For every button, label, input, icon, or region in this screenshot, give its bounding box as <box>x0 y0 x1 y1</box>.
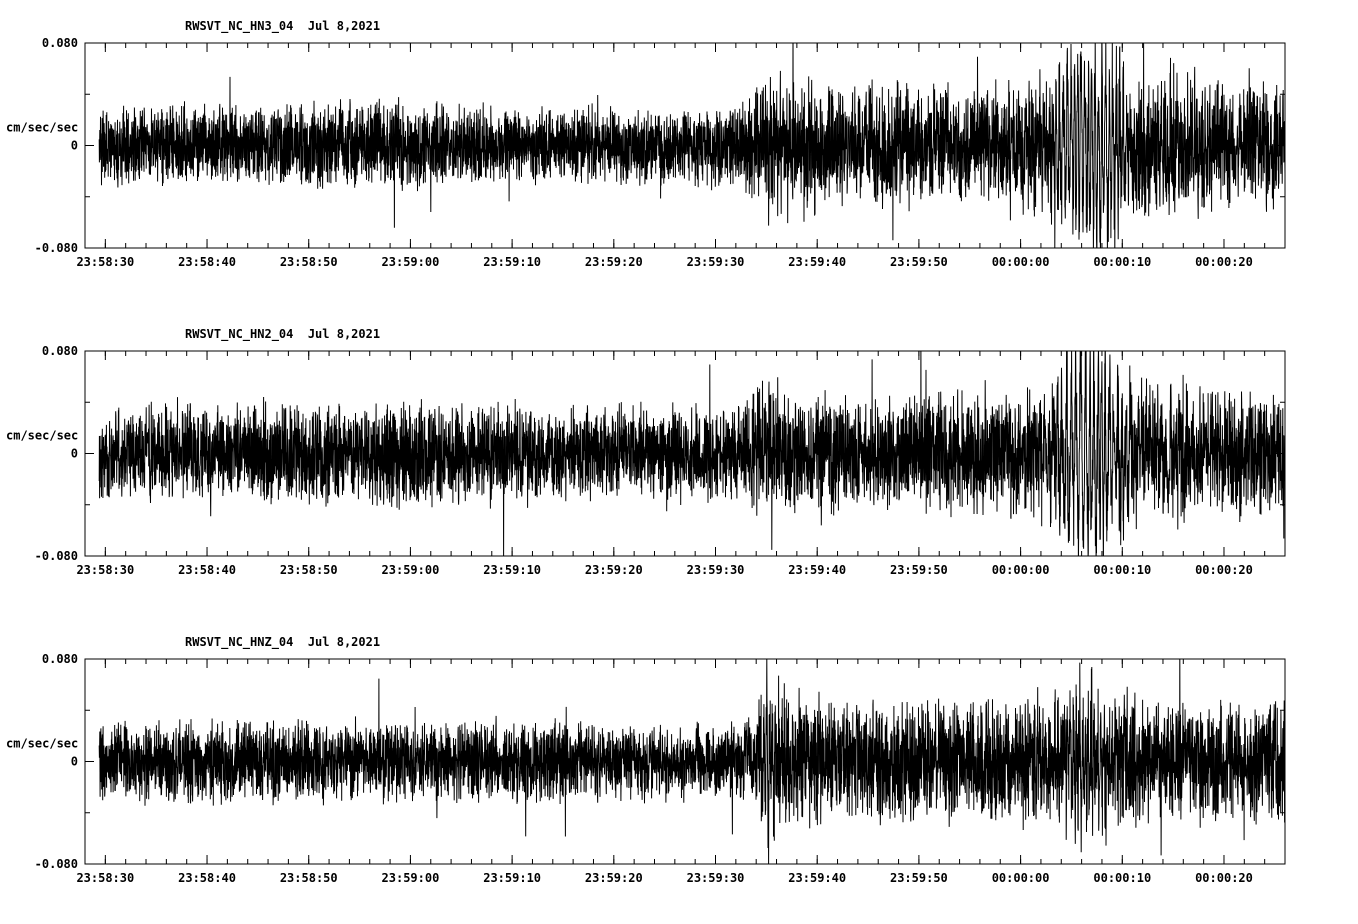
x-tick-label: 23:59:00 <box>382 563 440 577</box>
x-tick-label: 00:00:00 <box>992 255 1050 269</box>
x-tick-label: 23:59:00 <box>382 255 440 269</box>
x-tick-label: 23:58:50 <box>280 255 338 269</box>
trace-title-hn3: RWSVT_NC_HN3_04 Jul 8,2021 <box>185 19 380 34</box>
y-tick-label: 0.080 <box>42 36 78 50</box>
x-tick-label: 00:00:20 <box>1195 255 1253 269</box>
x-tick-label: 23:59:50 <box>890 871 948 885</box>
x-tick-label: 00:00:20 <box>1195 563 1253 577</box>
x-tick-label: 23:58:40 <box>178 871 236 885</box>
axes-hn3: 23:58:30 23:58:40 23:58:50 23:59:00 23:59:10… <box>6 36 1286 269</box>
x-tick-label: 23:59:00 <box>382 871 440 885</box>
x-tick-label: 23:58:50 <box>280 871 338 885</box>
x-tick-label: 23:59:10 <box>483 255 541 269</box>
seismogram-panel-hn3: RWSVT_NC_HN3_04 Jul 8,2021 23:58:30 23:58… <box>6 19 1286 269</box>
y-tick-label: -0.080 <box>35 857 78 871</box>
x-tick-label: 23:59:30 <box>687 255 745 269</box>
x-tick-label: 23:58:30 <box>76 255 134 269</box>
x-tick-label: 23:59:30 <box>687 871 745 885</box>
waveform-trace-hn2 <box>98 351 1285 556</box>
y-tick-label: 0.080 <box>42 652 78 666</box>
x-tick-label: 23:59:50 <box>890 563 948 577</box>
x-tick-label: 23:59:40 <box>788 563 846 577</box>
x-tick-label: 23:59:40 <box>788 871 846 885</box>
x-tick-label: 00:00:10 <box>1093 871 1151 885</box>
x-tick-label: 23:59:20 <box>585 563 643 577</box>
x-tick-label: 23:59:10 <box>483 563 541 577</box>
x-tick-label: 23:58:40 <box>178 563 236 577</box>
x-tick-label: 23:59:30 <box>687 563 745 577</box>
y-tick-label: 0 <box>71 755 78 769</box>
waveform-trace-hnz <box>98 659 1285 864</box>
y-axis-unit-label: cm/sec/sec <box>6 429 78 443</box>
y-tick-label: -0.080 <box>35 549 78 563</box>
seismic-waveform <box>98 659 1285 864</box>
y-axis-unit-label: cm/sec/sec <box>6 121 78 135</box>
x-tick-label: 00:00:00 <box>992 563 1050 577</box>
x-tick-label: 23:58:50 <box>280 563 338 577</box>
x-tick-label: 23:59:20 <box>585 871 643 885</box>
x-tick-label: 00:00:20 <box>1195 871 1253 885</box>
trace-title-hn2: RWSVT_NC_HN2_04 Jul 8,2021 <box>185 327 380 342</box>
seismogram-panel-hnz: RWSVT_NC_HNZ_04 Jul 8,2021 23:58:30 23:58… <box>6 635 1286 885</box>
trace-title-hnz: RWSVT_NC_HNZ_04 Jul 8,2021 <box>185 635 380 650</box>
waveform-trace-hn3 <box>98 43 1285 248</box>
seismic-waveform <box>98 43 1285 248</box>
y-tick-label: -0.080 <box>35 241 78 255</box>
x-tick-label: 23:58:30 <box>76 563 134 577</box>
axes-hn2: 23:58:30 23:58:40 23:58:50 23:59:00 23:59:10… <box>6 344 1286 577</box>
seismogram-panel-hn2: RWSVT_NC_HN2_04 Jul 8,2021 23:58:30 23:58… <box>6 327 1286 577</box>
y-tick-label: 0.080 <box>42 344 78 358</box>
y-axis-unit-label: cm/sec/sec <box>6 737 78 751</box>
y-tick-label: 0 <box>71 447 78 461</box>
x-tick-label: 23:59:50 <box>890 255 948 269</box>
x-tick-label: 00:00:00 <box>992 871 1050 885</box>
x-tick-label: 23:59:10 <box>483 871 541 885</box>
x-tick-label: 23:58:30 <box>76 871 134 885</box>
x-tick-label: 00:00:10 <box>1093 563 1151 577</box>
axes-hnz: 23:58:30 23:58:40 23:58:50 23:59:00 23:59:10… <box>6 652 1286 885</box>
x-tick-label: 00:00:10 <box>1093 255 1151 269</box>
x-tick-label: 23:59:40 <box>788 255 846 269</box>
y-tick-label: 0 <box>71 139 78 153</box>
x-tick-label: 23:59:20 <box>585 255 643 269</box>
seismic-waveform <box>98 351 1285 556</box>
x-tick-label: 23:58:40 <box>178 255 236 269</box>
